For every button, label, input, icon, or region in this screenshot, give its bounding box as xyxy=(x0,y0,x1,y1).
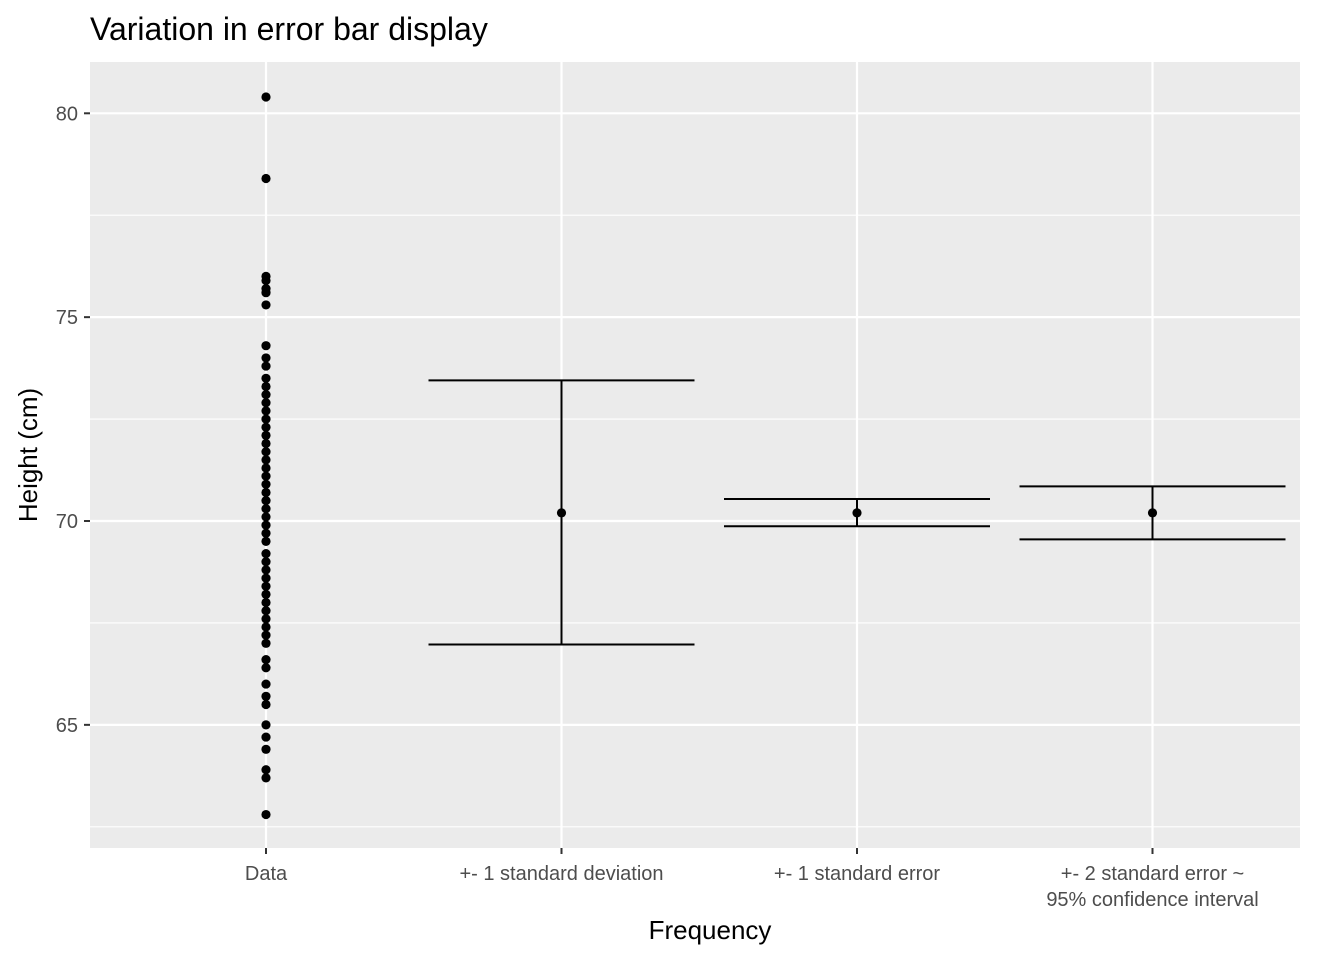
grid-minor xyxy=(90,214,1300,828)
data-point xyxy=(261,549,271,559)
data-point xyxy=(261,373,271,383)
x-tick-label: +- 1 standard deviation xyxy=(459,863,663,885)
data-point xyxy=(261,773,271,783)
data-point xyxy=(261,414,271,424)
data-point xyxy=(261,341,271,351)
data-point xyxy=(261,765,271,775)
data-point xyxy=(261,565,271,575)
x-axis-title: Frequency xyxy=(649,915,772,945)
data-point xyxy=(261,455,271,465)
data-point xyxy=(261,479,271,489)
data-point xyxy=(261,809,271,820)
data-point xyxy=(261,744,271,754)
data-point xyxy=(261,732,271,742)
data-point xyxy=(261,430,271,440)
plot-panel xyxy=(90,62,1300,848)
data-point xyxy=(261,614,271,624)
data-point xyxy=(261,528,271,538)
data-point xyxy=(261,622,271,632)
data-point xyxy=(261,92,271,102)
data-point xyxy=(261,581,271,591)
data-point xyxy=(261,438,271,449)
data-point xyxy=(261,597,271,608)
data-point xyxy=(261,390,271,400)
y-tick-label: 65 xyxy=(56,715,78,737)
data-point xyxy=(261,173,271,184)
data-point xyxy=(261,504,271,514)
data-point xyxy=(261,699,271,710)
chart-title: Variation in error bar display xyxy=(90,11,488,47)
data-point xyxy=(261,496,271,506)
y-tick-label: 70 xyxy=(56,511,78,533)
data-point xyxy=(261,447,271,457)
mean-point xyxy=(556,508,567,518)
data-point xyxy=(261,606,271,616)
data-point xyxy=(261,406,271,416)
data-point xyxy=(261,422,271,432)
x-tick-label: Data xyxy=(245,863,288,885)
data-point xyxy=(261,720,271,730)
y-axis: 65 70 75 80 xyxy=(56,103,90,737)
mean-point xyxy=(1147,508,1158,518)
data-point xyxy=(261,487,271,498)
data-point xyxy=(261,353,271,363)
x-tick-label: +- 1 standard error xyxy=(774,863,941,885)
data-point xyxy=(261,471,271,481)
chart-marks xyxy=(261,92,1286,820)
data-point xyxy=(261,557,271,567)
data-point xyxy=(261,361,271,371)
data-point xyxy=(261,300,271,310)
data-point xyxy=(261,463,271,473)
data-point xyxy=(261,630,271,640)
data-point xyxy=(261,589,271,599)
data-point xyxy=(261,655,271,665)
data-point xyxy=(261,398,271,408)
data-point xyxy=(261,275,271,286)
mean-point xyxy=(852,508,862,518)
y-axis-title: Height (cm) xyxy=(13,388,43,522)
x-tick-label: +- 2 standard error ~95% confidence inte… xyxy=(1046,863,1258,911)
data-point xyxy=(261,679,271,689)
data-point xyxy=(261,638,271,648)
data-point xyxy=(261,520,271,530)
data-point xyxy=(261,381,271,392)
data-point xyxy=(261,536,271,546)
data-point xyxy=(261,288,271,298)
y-tick-label: 75 xyxy=(56,307,78,329)
y-tick-label: 80 xyxy=(56,103,78,125)
data-point xyxy=(261,573,271,583)
data-point xyxy=(261,663,271,673)
x-axis: Data +- 1 standard deviation +- 1 standard… xyxy=(245,848,1259,911)
data-point xyxy=(261,691,271,701)
data-point xyxy=(261,512,271,522)
